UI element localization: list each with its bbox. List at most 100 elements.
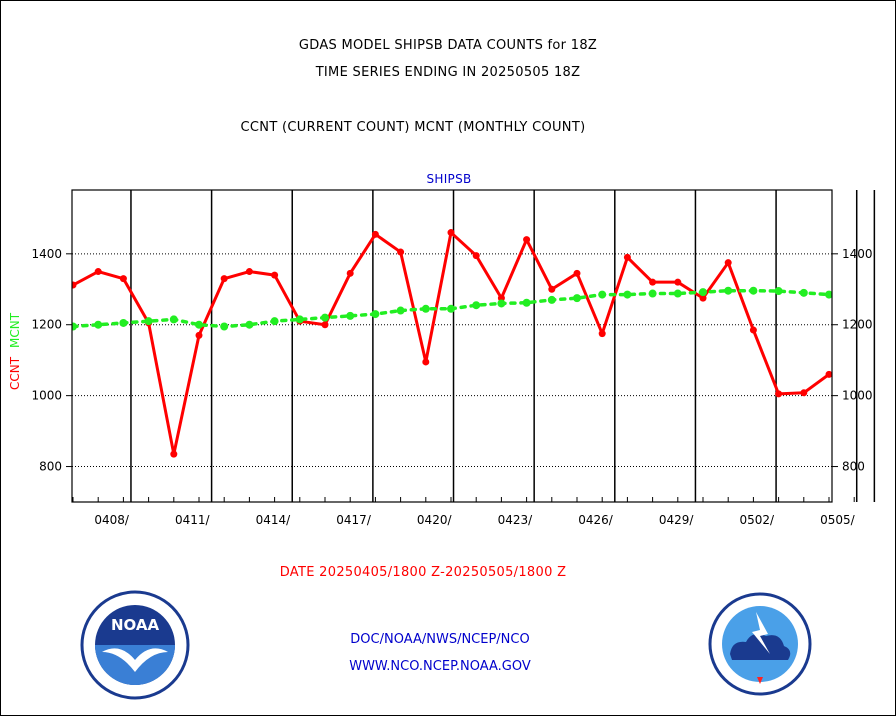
data-point-mcnt bbox=[295, 315, 304, 324]
data-point-mcnt bbox=[195, 320, 203, 329]
plot-label: SHIPSB bbox=[426, 172, 472, 186]
data-point-mcnt bbox=[169, 315, 178, 324]
noaa-logo-text: NOAA bbox=[111, 616, 160, 634]
data-point-ccnt bbox=[598, 330, 606, 338]
data-point-ccnt bbox=[119, 275, 127, 283]
data-point-mcnt bbox=[699, 288, 707, 297]
chart-title-line2: TIME SERIES ENDING IN 20250505 18Z bbox=[315, 65, 581, 80]
y-tick-label-left: 1400 bbox=[31, 247, 62, 261]
y-tick-label-right: 800 bbox=[842, 460, 865, 474]
data-point-mcnt bbox=[119, 318, 128, 327]
axes-layer: 800 800 1000 1000 1200 1200 1400 1400 0408/0411/… bbox=[31, 189, 873, 527]
data-point-ccnt bbox=[749, 326, 757, 334]
data-point-mcnt bbox=[447, 304, 455, 313]
data-point-ccnt bbox=[800, 389, 808, 397]
data-point-mcnt bbox=[321, 313, 329, 322]
series-mcnt bbox=[72, 286, 883, 331]
data-point-mcnt bbox=[72, 322, 77, 331]
data-point-ccnt bbox=[245, 268, 253, 276]
data-point-mcnt bbox=[497, 299, 506, 308]
x-tick-label: 0429/ bbox=[659, 513, 695, 527]
x-tick-label: 0423/ bbox=[498, 513, 534, 527]
data-point-ccnt bbox=[321, 321, 329, 329]
data-point-ccnt bbox=[371, 230, 379, 238]
data-point-ccnt bbox=[94, 268, 102, 276]
data-point-ccnt bbox=[72, 281, 77, 289]
data-point-ccnt bbox=[422, 358, 430, 366]
data-point-mcnt bbox=[875, 294, 883, 302]
x-tick-label: 0417/ bbox=[336, 513, 372, 527]
x-tick-label: 0426/ bbox=[578, 513, 614, 527]
data-point-ccnt bbox=[220, 275, 228, 283]
data-point-mcnt bbox=[598, 290, 607, 299]
data-point-ccnt bbox=[523, 236, 531, 244]
data-point-mcnt bbox=[573, 294, 581, 303]
data-point-mcnt bbox=[220, 322, 229, 331]
data-point-ccnt bbox=[649, 278, 657, 286]
chart-grid bbox=[72, 190, 876, 502]
data-point-mcnt bbox=[371, 310, 380, 319]
date-range-label: DATE 20250405/1800 Z-20250505/1800 Z bbox=[279, 565, 567, 580]
x-tick-label: 0411/ bbox=[175, 513, 211, 527]
series-layer bbox=[72, 229, 883, 458]
data-point-ccnt bbox=[548, 285, 556, 293]
data-point-mcnt bbox=[245, 320, 254, 329]
y-label-ccnt: CCNT bbox=[8, 356, 22, 390]
y-tick-label-left: 1200 bbox=[31, 318, 62, 332]
data-point-ccnt bbox=[195, 331, 203, 339]
data-point-ccnt bbox=[170, 450, 178, 458]
chart-subtitle: CCNT (CURRENT COUNT) MCNT (MONTHLY COUNT… bbox=[240, 120, 586, 135]
y-axis-label: CCNT MCNT bbox=[8, 312, 22, 390]
x-tick-label: 0414/ bbox=[256, 513, 292, 527]
data-point-ccnt bbox=[271, 271, 279, 279]
data-point-ccnt bbox=[397, 248, 405, 256]
data-point-mcnt bbox=[421, 304, 430, 313]
x-tick-label: 0420/ bbox=[417, 513, 453, 527]
credit-line-2: WWW.NCO.NCEP.NOAA.GOV bbox=[349, 659, 531, 674]
series-line-ccnt bbox=[72, 231, 832, 456]
data-point-ccnt bbox=[623, 253, 631, 261]
data-point-mcnt bbox=[547, 295, 556, 304]
data-point-ccnt bbox=[825, 370, 832, 378]
data-point-ccnt bbox=[447, 229, 455, 237]
data-point-ccnt bbox=[573, 269, 581, 277]
data-point-mcnt bbox=[774, 287, 783, 296]
data-point-mcnt bbox=[799, 288, 808, 297]
data-point-mcnt bbox=[396, 306, 405, 315]
data-point-ccnt bbox=[775, 390, 783, 398]
data-point-mcnt bbox=[270, 317, 279, 326]
data-point-mcnt bbox=[346, 311, 355, 320]
data-point-ccnt bbox=[699, 294, 707, 302]
y-tick-label-right: 1000 bbox=[842, 389, 873, 403]
data-point-mcnt bbox=[648, 289, 657, 298]
plot-border bbox=[71, 189, 833, 503]
data-point-mcnt bbox=[522, 298, 531, 307]
y-tick-label-left: 1000 bbox=[31, 389, 62, 403]
y-tick-label-right: 1200 bbox=[842, 318, 873, 332]
y-tick-label-right: 1400 bbox=[842, 247, 873, 261]
data-point-ccnt bbox=[472, 252, 480, 260]
chart-title: GDAS MODEL SHIPSB DATA COUNTS for 18Z bbox=[298, 38, 598, 53]
data-point-mcnt bbox=[749, 286, 758, 295]
data-point-mcnt bbox=[825, 290, 832, 299]
data-point-mcnt bbox=[472, 301, 481, 310]
data-point-mcnt bbox=[623, 290, 632, 299]
x-tick-label: 0408/ bbox=[94, 513, 130, 527]
nws-logo-icon bbox=[708, 592, 812, 696]
data-point-ccnt bbox=[724, 259, 732, 267]
data-point-ccnt bbox=[876, 371, 883, 378]
data-point-ccnt bbox=[346, 269, 354, 277]
data-point-mcnt bbox=[724, 286, 733, 295]
y-label-mcnt: MCNT bbox=[8, 312, 22, 348]
series-ccnt bbox=[72, 229, 883, 458]
x-tick-label: 0502/ bbox=[739, 513, 775, 527]
credit-line-1: DOC/NOAA/NWS/NCEP/NCO bbox=[350, 632, 530, 647]
data-point-mcnt bbox=[144, 317, 153, 326]
noaa-logo-icon: NOAA bbox=[80, 590, 190, 700]
data-point-mcnt bbox=[673, 289, 682, 298]
data-point-ccnt bbox=[674, 278, 682, 286]
x-tick-label: 0505/ bbox=[820, 513, 856, 527]
data-point-mcnt bbox=[94, 320, 103, 329]
y-tick-label-left: 800 bbox=[39, 460, 62, 474]
